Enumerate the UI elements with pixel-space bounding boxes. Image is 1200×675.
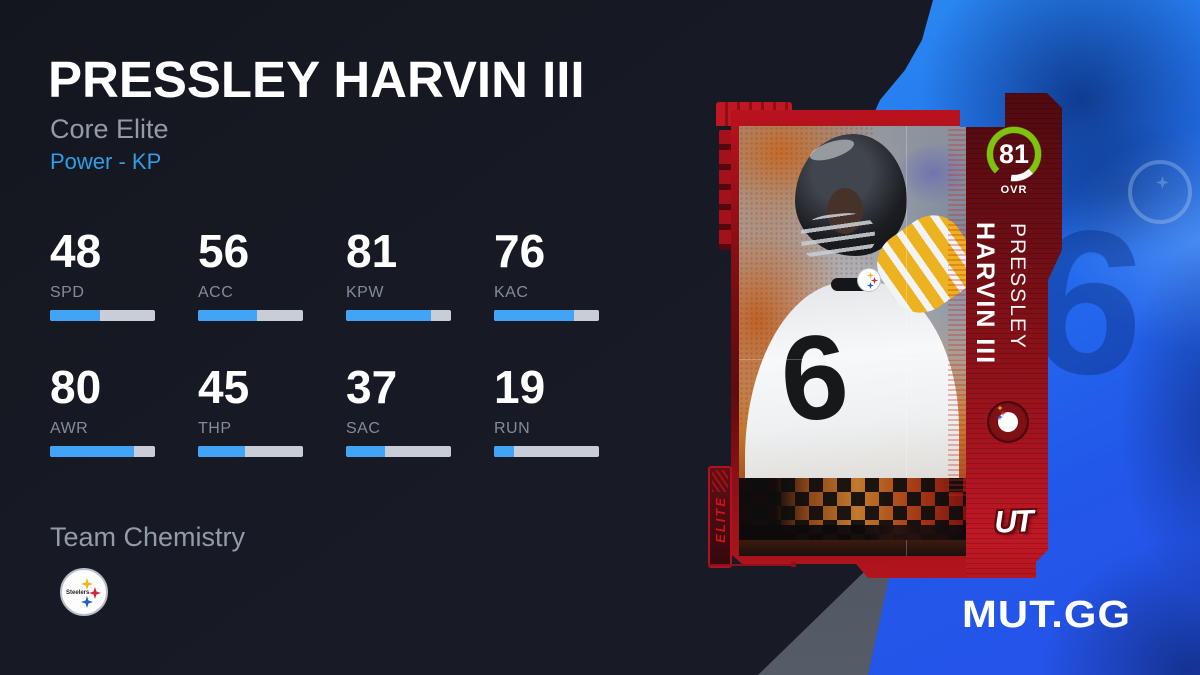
steelers-gold-star-icon: [81, 578, 93, 590]
ultimate-team-logo: UT: [993, 503, 1033, 540]
steelers-watermark-icon: [1128, 160, 1192, 224]
stat-kpw: 81 KPW: [346, 228, 494, 321]
stat-label: SPD: [50, 284, 85, 301]
steelers-badge-icon: [987, 401, 1029, 443]
stat-value: 80: [50, 361, 102, 413]
stat-spd: 48 SPD: [50, 228, 198, 321]
card-last-name: HARVIN III: [971, 222, 999, 366]
pixel-checker-strip: [739, 478, 966, 540]
steelers-red-star-icon: [89, 587, 101, 599]
ovr-label: OVR: [1000, 184, 1028, 196]
stat-label: KAC: [494, 284, 529, 301]
elite-tab: ELITE: [708, 466, 732, 568]
stat-label: ACC: [198, 284, 234, 301]
player-card: 6 81 OVR HARVIN III PRESSLEY UT: [700, 88, 1065, 588]
elite-label: ELITE: [713, 496, 728, 543]
photo-grid-hline: [739, 359, 966, 360]
steelers-blue-star-icon: [81, 596, 93, 608]
stat-value: 45: [198, 361, 250, 413]
stat-bar-fill: [494, 310, 574, 321]
stat-run: 19 RUN: [494, 364, 642, 457]
program-name: Core Elite: [50, 114, 169, 144]
badge-disc: [998, 412, 1018, 432]
stat-label: SAC: [346, 420, 381, 437]
steelers-chest-logo-icon: [857, 268, 881, 292]
stat-thp: 45 THP: [198, 364, 346, 457]
stat-bar-fill: [198, 446, 246, 457]
stat-value: 37: [346, 361, 398, 413]
stat-bar: [198, 446, 303, 457]
stat-bar: [198, 310, 303, 321]
stat-bar: [50, 446, 155, 457]
stat-label: KPW: [346, 284, 384, 301]
stat-bar-fill: [346, 310, 432, 321]
photo-grid-vline: [906, 126, 907, 556]
ovr-ring-icon: [986, 126, 1042, 182]
card-left-tabs: [719, 130, 732, 250]
stat-value: 56: [198, 225, 250, 277]
steelers-logo-icon: Steelers: [60, 568, 108, 616]
card-body: 6 81 OVR HARVIN III PRESSLEY UT: [731, 93, 1062, 578]
stat-bar: [50, 310, 155, 321]
stat-bar: [346, 446, 451, 457]
team-chemistry-heading: Team Chemistry: [50, 522, 246, 552]
stats-grid: 48 SPD 56 ACC 81 KPW 76 KAC 80 AWR: [50, 228, 642, 457]
red-hatch-overlay: [948, 126, 966, 496]
stat-bar: [494, 446, 599, 457]
jersey-number: 6: [775, 308, 854, 448]
stat-label: THP: [198, 420, 232, 437]
page-title: PRESSLEY HARVIN III: [48, 51, 585, 108]
background-dark-watermark: [1040, 540, 1200, 675]
background-shadow-watermark: [1120, 240, 1200, 600]
steelers-wordmark: Steelers: [66, 590, 90, 596]
stat-value: 48: [50, 225, 102, 277]
stat-bar: [494, 310, 599, 321]
ovr-value: 81: [998, 138, 1030, 169]
stat-acc: 56 ACC: [198, 228, 346, 321]
mutgg-logo: MUT.GG: [962, 594, 1132, 636]
ovr-badge: 81 OVR: [985, 126, 1043, 196]
player-photo: 6: [739, 126, 966, 556]
stat-label: AWR: [50, 420, 89, 437]
stat-value: 81: [346, 225, 398, 277]
stat-kac: 76 KAC: [494, 228, 642, 321]
stat-bar-fill: [50, 446, 134, 457]
stat-value: 76: [494, 225, 546, 277]
card-bottom-accent-line: [708, 562, 796, 567]
stat-bar-fill: [346, 446, 385, 457]
stat-bar-fill: [50, 310, 101, 321]
stat-awr: 80 AWR: [50, 364, 198, 457]
card-first-name: PRESSLEY: [1006, 223, 1029, 350]
card-player-name: HARVIN III PRESSLEY: [968, 218, 1038, 453]
stat-bar-fill: [494, 446, 514, 457]
archetype-position: Power - KP: [50, 149, 162, 174]
stat-sac: 37 SAC: [346, 364, 494, 457]
stat-bar-fill: [198, 310, 257, 321]
stat-label: RUN: [494, 420, 531, 437]
stat-bar: [346, 310, 451, 321]
stat-value: 19: [494, 361, 546, 413]
